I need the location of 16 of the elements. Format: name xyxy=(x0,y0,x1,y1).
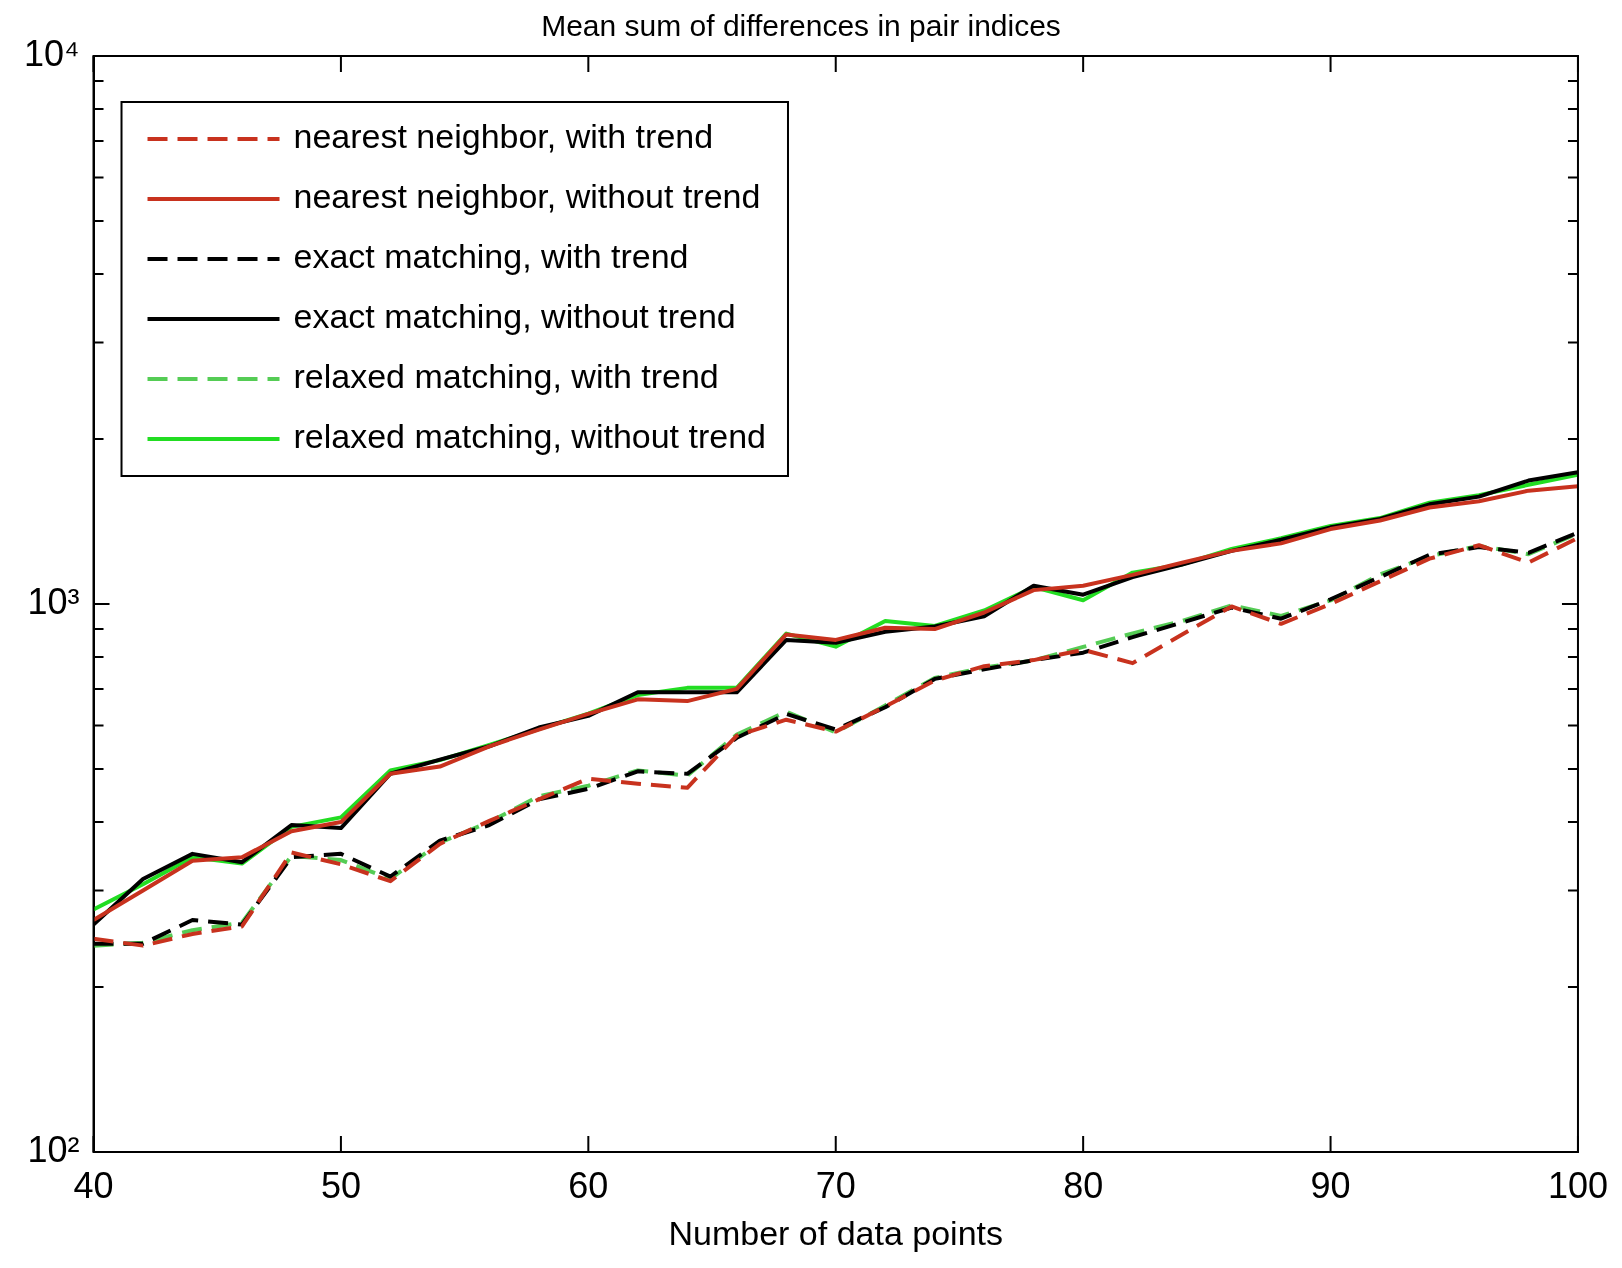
legend-label: nearest neighbor, without trend xyxy=(293,177,761,216)
x-axis-title: Number of data points xyxy=(668,1213,1004,1252)
y-tick-label: 10³ xyxy=(27,580,80,622)
legend-label: exact matching, with trend xyxy=(293,237,689,276)
x-tick-label: 70 xyxy=(815,1164,856,1206)
y-tick-label: 10⁴ xyxy=(24,32,80,74)
chart-title: Mean sum of differences in pair indices xyxy=(541,9,1061,43)
legend-label: exact matching, without trend xyxy=(293,297,736,336)
legend-label: nearest neighbor, with trend xyxy=(293,117,714,156)
x-tick-label: 90 xyxy=(1310,1164,1351,1206)
x-tick-label: 80 xyxy=(1063,1164,1104,1206)
x-tick-label: 60 xyxy=(568,1164,609,1206)
x-tick-label: 100 xyxy=(1547,1164,1609,1206)
legend-label: relaxed matching, without trend xyxy=(293,417,766,456)
x-tick-label: 50 xyxy=(320,1164,361,1206)
legend-label: relaxed matching, with trend xyxy=(293,357,719,396)
